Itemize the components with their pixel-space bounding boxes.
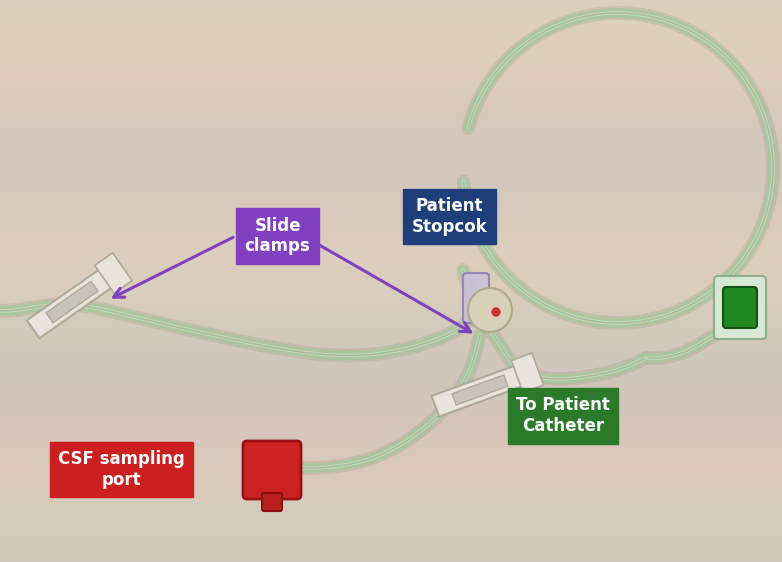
FancyBboxPatch shape — [243, 441, 301, 499]
FancyBboxPatch shape — [714, 276, 766, 339]
Polygon shape — [452, 375, 508, 405]
Polygon shape — [95, 253, 132, 293]
Text: Slide
clamps: Slide clamps — [245, 216, 310, 256]
Text: To Patient
Catheter: To Patient Catheter — [516, 396, 610, 436]
Polygon shape — [432, 364, 529, 416]
FancyBboxPatch shape — [262, 493, 282, 511]
FancyBboxPatch shape — [723, 287, 757, 328]
Polygon shape — [511, 353, 543, 392]
Text: CSF sampling
port: CSF sampling port — [58, 450, 185, 489]
FancyBboxPatch shape — [463, 273, 489, 323]
Polygon shape — [27, 266, 117, 338]
Text: Patient
Stopcok: Patient Stopcok — [412, 197, 487, 236]
Circle shape — [468, 288, 512, 332]
Polygon shape — [46, 282, 98, 323]
Circle shape — [492, 308, 500, 316]
